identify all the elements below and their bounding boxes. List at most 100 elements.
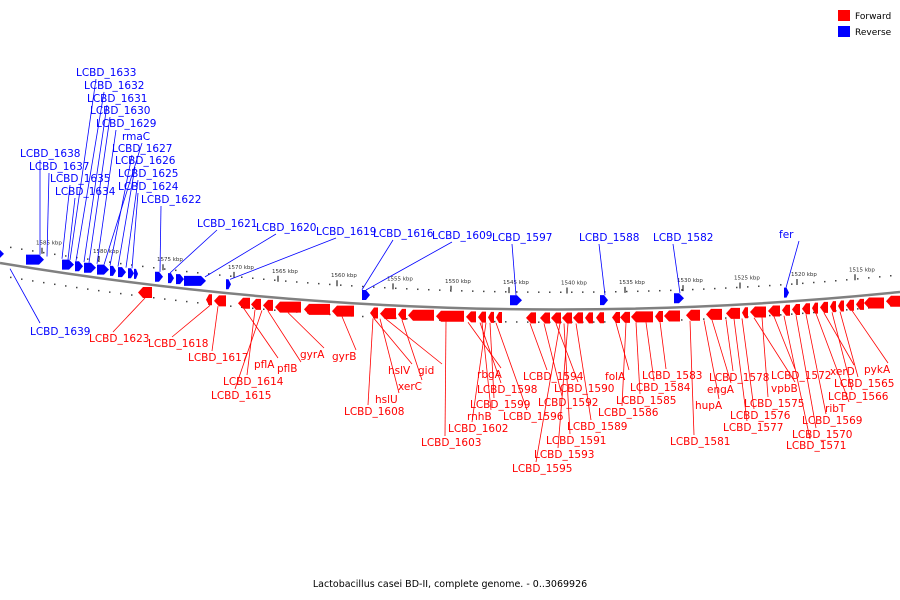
forward-gene-arrow[interactable] <box>655 310 663 322</box>
reverse-gene-label[interactable]: LCBD_1616 <box>373 228 434 240</box>
reverse-gene-arrow[interactable] <box>75 261 83 272</box>
forward-gene-label[interactable]: xerD <box>830 366 855 378</box>
forward-gene-arrow[interactable] <box>275 301 301 313</box>
forward-gene-arrow[interactable] <box>742 307 748 319</box>
reverse-gene-label[interactable]: LCBD_1631 <box>87 93 147 105</box>
forward-gene-label[interactable]: LCBD_1585 <box>616 395 676 407</box>
reverse-gene-arrow[interactable] <box>176 274 184 285</box>
forward-gene-label[interactable]: LCBD_1566 <box>828 391 889 403</box>
forward-gene-label[interactable]: LCBD_1570 <box>792 429 852 441</box>
reverse-gene-arrow[interactable] <box>168 273 174 284</box>
reverse-gene-label[interactable]: LCBD_1626 <box>115 155 176 167</box>
forward-gene-label[interactable]: LCBD_1594 <box>523 371 584 383</box>
forward-gene-arrow[interactable] <box>820 301 828 313</box>
reverse-gene-label[interactable]: LCBD_1632 <box>84 80 144 92</box>
forward-gene-arrow[interactable] <box>138 287 152 299</box>
forward-gene-arrow[interactable] <box>408 309 434 321</box>
forward-gene-arrow[interactable] <box>750 306 766 318</box>
forward-gene-arrow[interactable] <box>251 298 261 310</box>
forward-gene-arrow[interactable] <box>214 295 226 307</box>
forward-gene-label[interactable]: LCBD_1591 <box>546 435 606 447</box>
forward-gene-label[interactable]: LCBD_1576 <box>730 410 791 422</box>
forward-gene-label[interactable]: LCBD_1614 <box>223 376 284 388</box>
forward-gene-arrow[interactable] <box>488 311 494 323</box>
forward-gene-label[interactable]: hupA <box>695 400 723 412</box>
forward-gene-label[interactable]: LCBD_1584 <box>630 382 691 394</box>
forward-gene-arrow[interactable] <box>726 307 740 319</box>
forward-gene-label[interactable]: LCBD_1596 <box>503 411 564 423</box>
forward-gene-arrow[interactable] <box>478 311 486 323</box>
reverse-gene-label[interactable]: LCBD_1625 <box>118 168 178 180</box>
forward-gene-label[interactable]: LCBD_1571 <box>786 440 846 452</box>
forward-gene-arrow[interactable] <box>436 310 464 322</box>
forward-gene-label[interactable]: gyrB <box>332 351 356 363</box>
reverse-gene-label[interactable]: LCBD_1622 <box>141 194 201 206</box>
forward-gene-arrow[interactable] <box>792 304 800 316</box>
forward-gene-arrow[interactable] <box>596 312 604 324</box>
forward-gene-arrow[interactable] <box>856 298 864 310</box>
forward-gene-label[interactable]: LCBD_1603 <box>421 437 481 449</box>
forward-gene-label[interactable]: LCBD_1602 <box>448 423 508 435</box>
forward-gene-label[interactable]: LCBD_1577 <box>723 422 783 434</box>
reverse-gene-arrow[interactable] <box>184 275 206 286</box>
forward-gene-arrow[interactable] <box>886 295 900 307</box>
reverse-gene-label[interactable]: LCBD_1638 <box>20 148 80 160</box>
forward-gene-arrow[interactable] <box>573 312 583 324</box>
forward-gene-label[interactable]: LCBD_1572 <box>771 370 831 382</box>
forward-gene-arrow[interactable] <box>398 308 406 320</box>
forward-gene-arrow[interactable] <box>562 312 572 324</box>
forward-gene-label[interactable]: LCBD_1590 <box>554 383 614 395</box>
forward-gene-label[interactable]: LCBD_1623 <box>89 333 149 345</box>
forward-gene-arrow[interactable] <box>206 294 212 306</box>
forward-gene-arrow[interactable] <box>612 311 620 323</box>
reverse-gene-label[interactable]: LCBD_1635 <box>50 173 110 185</box>
forward-gene-arrow[interactable] <box>620 311 630 323</box>
forward-gene-arrow[interactable] <box>782 304 790 316</box>
reverse-gene-label[interactable]: LCBD_1588 <box>579 232 639 244</box>
forward-gene-label[interactable]: gyrA <box>300 349 325 361</box>
forward-gene-label[interactable]: LCBD_1565 <box>834 378 894 390</box>
forward-gene-label[interactable]: hslV <box>388 365 411 377</box>
forward-gene-arrow[interactable] <box>706 308 722 320</box>
forward-gene-label[interactable]: LCBD_1595 <box>512 463 572 475</box>
reverse-gene-label[interactable]: LCBD_1620 <box>256 222 316 234</box>
forward-gene-arrow[interactable] <box>540 312 550 324</box>
forward-gene-arrow[interactable] <box>551 312 561 324</box>
reverse-gene-label[interactable]: LCBD_1634 <box>55 186 116 198</box>
forward-gene-label[interactable]: ribT <box>825 403 846 415</box>
reverse-gene-label[interactable]: LCBD_1597 <box>492 232 552 244</box>
forward-gene-arrow[interactable] <box>830 301 836 313</box>
forward-gene-arrow[interactable] <box>332 305 354 317</box>
reverse-gene-label[interactable]: LCBD_1621 <box>197 218 257 230</box>
forward-gene-arrow[interactable] <box>846 299 854 311</box>
forward-gene-label[interactable]: LCBD_1583 <box>642 370 702 382</box>
forward-gene-label[interactable]: gid <box>418 365 434 377</box>
reverse-gene-arrow[interactable] <box>155 271 163 282</box>
forward-gene-label[interactable]: LCBD_1599 <box>470 399 530 411</box>
forward-gene-label[interactable]: LCBD_1617 <box>188 352 248 364</box>
forward-gene-arrow[interactable] <box>812 302 818 314</box>
forward-gene-arrow[interactable] <box>802 303 810 315</box>
reverse-gene-arrow[interactable] <box>110 265 116 276</box>
reverse-gene-label[interactable]: LCBD_1633 <box>76 67 136 79</box>
reverse-gene-label[interactable]: LCBD_1619 <box>316 226 376 238</box>
forward-gene-arrow[interactable] <box>380 308 396 320</box>
reverse-gene-label[interactable]: LCBD_1629 <box>96 118 156 130</box>
reverse-gene-label[interactable]: LCBD_1609 <box>432 230 492 242</box>
forward-gene-arrow[interactable] <box>664 310 680 322</box>
forward-gene-arrow[interactable] <box>238 297 250 309</box>
forward-gene-arrow[interactable] <box>526 312 536 324</box>
forward-gene-label[interactable]: LCBD_1589 <box>567 421 627 433</box>
forward-gene-label[interactable]: LCBD_1586 <box>598 407 659 419</box>
forward-gene-label[interactable]: LCBD_1598 <box>477 384 537 396</box>
reverse-gene-arrow[interactable] <box>0 249 4 259</box>
forward-gene-arrow[interactable] <box>864 297 884 309</box>
reverse-gene-arrow[interactable] <box>784 287 789 298</box>
reverse-gene-label[interactable]: LCBD_1637 <box>29 161 89 173</box>
forward-gene-label[interactable]: pykA <box>864 364 891 376</box>
reverse-gene-arrow[interactable] <box>84 262 96 273</box>
reverse-gene-arrow[interactable] <box>226 279 231 290</box>
forward-gene-label[interactable]: LCBD_1593 <box>534 449 594 461</box>
forward-gene-arrow[interactable] <box>768 305 780 317</box>
forward-gene-label[interactable]: rbgA <box>477 369 503 381</box>
